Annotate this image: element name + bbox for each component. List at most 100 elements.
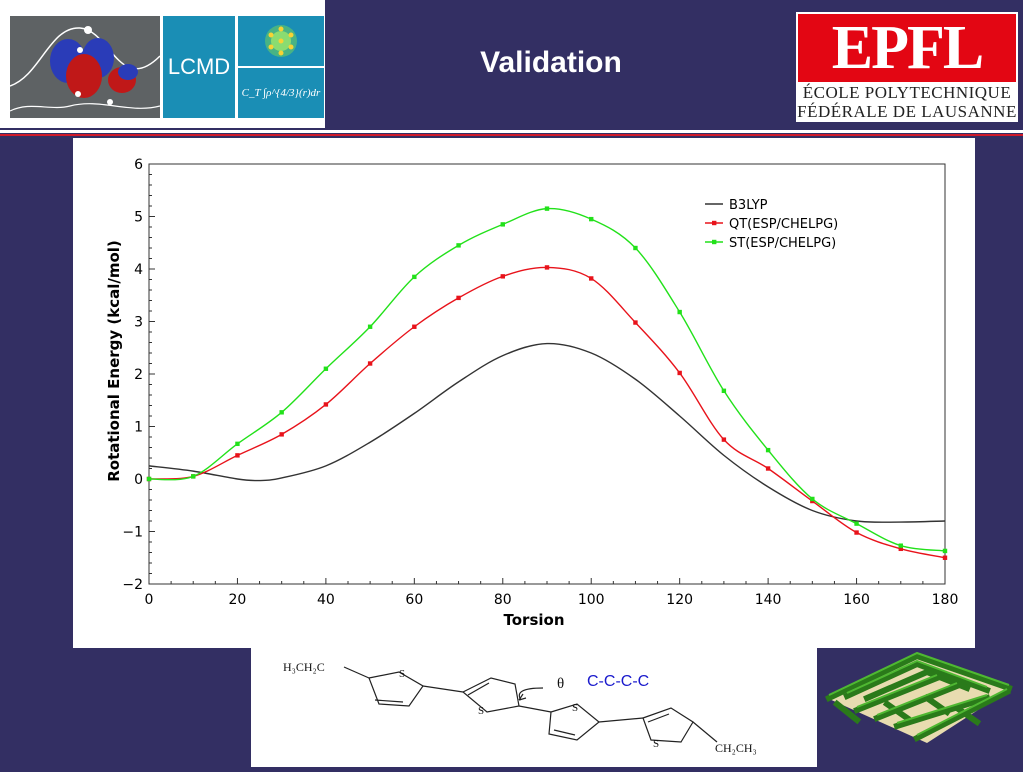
dihedral-label: C-C-C-C (587, 673, 649, 690)
x-tick-label: 180 (932, 592, 959, 608)
y-axis-label: Rotational Energy (kcal/mol) (105, 240, 123, 482)
molecule-diagram: H₃CH₂C S S S S CH₂CH₃ θ C-C-C-C (251, 648, 817, 767)
data-point (235, 453, 240, 458)
data-point (721, 437, 727, 442)
epfl-mark-text: EPFL (831, 14, 984, 82)
data-point (279, 432, 284, 437)
data-point (323, 366, 329, 371)
data-point (721, 388, 727, 393)
quaterthiophene-structure: H₃CH₂C S S S S CH₂CH₃ θ C-C-C-C (283, 660, 757, 755)
epfl-name-line1: ÉCOLE POLYTECHNIQUE (802, 83, 1012, 102)
left-ethyl-group: H₃CH₂C (283, 660, 325, 674)
torsion-angle-symbol: θ (557, 676, 564, 692)
density-logo (238, 16, 324, 66)
series-line (148, 342, 946, 523)
y-tick-label: 5 (134, 210, 143, 226)
data-point (942, 555, 948, 560)
series-line (148, 207, 946, 552)
data-point (146, 476, 152, 482)
data-point (765, 447, 771, 453)
energy-chart: 0 20 40 60 80 100 120 140 160 180 −2 −1 0 1 2 3 4 5 6 Tors… (105, 157, 958, 629)
series-0 (148, 342, 946, 523)
data-point (412, 324, 417, 329)
sulfur-label-2: S (478, 705, 484, 717)
maze-illustration (825, 651, 1013, 743)
header-divider-red (0, 134, 1023, 136)
y-tick-label: 2 (134, 367, 143, 383)
legend-marker (712, 239, 717, 245)
data-point (367, 361, 373, 366)
x-tick-label: 0 (145, 592, 154, 608)
data-point (279, 410, 284, 415)
x-axis-label: Torsion (504, 611, 565, 629)
y-tick-label: −2 (122, 577, 143, 593)
series-2 (146, 206, 948, 554)
data-point (456, 295, 461, 301)
legend-label: QT(ESP/CHELPG) (729, 217, 838, 232)
legend-label: B3LYP (729, 198, 768, 213)
data-point (456, 243, 461, 248)
x-tick-label: 60 (405, 592, 423, 608)
data-point (500, 274, 505, 279)
y-tick-label: 4 (134, 262, 143, 278)
y-tick-label: 6 (134, 157, 143, 173)
sulfur-label-4: S (653, 738, 659, 750)
legend-entry: ST(ESP/CHELPG) (705, 236, 836, 251)
data-point (677, 370, 682, 376)
data-point (235, 441, 240, 447)
data-point (589, 276, 594, 281)
data-point (367, 324, 373, 329)
formula-logo: C_T ∫ρ^{4/3}(r)dr (238, 68, 324, 118)
data-point (677, 309, 682, 315)
epfl-name-line2: FÉDÉRALE DE LAUSANNE (797, 102, 1017, 121)
data-point (412, 274, 417, 280)
y-tick-label: 3 (134, 315, 143, 331)
x-tick-label: 20 (229, 592, 247, 608)
lcmd-logo: LCMD (163, 16, 235, 118)
data-point (854, 530, 859, 535)
data-point (898, 543, 903, 548)
legend-entry: B3LYP (705, 198, 768, 213)
header-divider-white (0, 130, 1023, 133)
chart-panel: 0 20 40 60 80 100 120 140 160 180 −2 −1 0 1 2 3 4 5 6 Tors… (73, 138, 975, 648)
density-dots-illustration (265, 25, 297, 57)
data-point (942, 548, 948, 554)
legend-entry: QT(ESP/CHELPG) (705, 217, 838, 232)
molecule-bonds (343, 666, 718, 743)
orbital-illustration (10, 16, 160, 118)
data-point (633, 245, 638, 251)
data-point (854, 521, 859, 526)
chart-legend: B3LYP QT(ESP/CHELPG) ST(ESP/CHELPG) (705, 198, 838, 251)
sulfur-label-1: S (399, 668, 405, 680)
x-tick-label: 140 (755, 592, 782, 608)
lcmd-logo-text: LCMD (167, 54, 231, 79)
data-point (544, 206, 550, 211)
data-point (589, 216, 594, 222)
x-tick-label: 160 (843, 592, 870, 608)
x-tick-label: 100 (578, 592, 605, 608)
y-tick-label: 1 (134, 420, 143, 436)
legend-marker (712, 220, 717, 226)
data-point (810, 496, 815, 502)
epfl-logo-mark: EPFL (798, 14, 1016, 82)
x-tick-label: 80 (494, 592, 512, 608)
formula-logo-text: C_T ∫ρ^{4/3}(r)dr (241, 87, 321, 99)
axis-ticks: 0 20 40 60 80 100 120 140 160 180 −2 −1 0 1 2 3 4 5 6 (122, 157, 958, 608)
x-tick-label: 40 (317, 592, 335, 608)
maze-decoration (817, 648, 1017, 746)
data-point (323, 402, 329, 407)
y-tick-label: 0 (134, 472, 143, 488)
sulfur-label-3: S (572, 702, 578, 714)
data-point (544, 265, 550, 270)
right-ethyl-group: CH₂CH₃ (715, 741, 757, 755)
data-point (898, 546, 903, 552)
legend-label: ST(ESP/CHELPG) (729, 236, 836, 251)
page-title: Validation (480, 46, 622, 79)
data-point (765, 466, 771, 471)
series-layer (146, 206, 948, 560)
y-tick-label: −1 (122, 525, 143, 541)
data-point (191, 474, 196, 479)
data-point (633, 320, 638, 325)
x-tick-label: 120 (666, 592, 693, 608)
orbital-image-logo (10, 16, 160, 118)
